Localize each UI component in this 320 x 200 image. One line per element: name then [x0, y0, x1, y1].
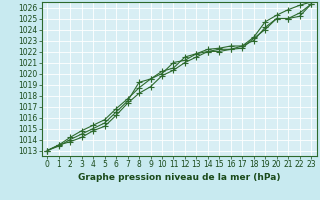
X-axis label: Graphe pression niveau de la mer (hPa): Graphe pression niveau de la mer (hPa): [78, 173, 280, 182]
